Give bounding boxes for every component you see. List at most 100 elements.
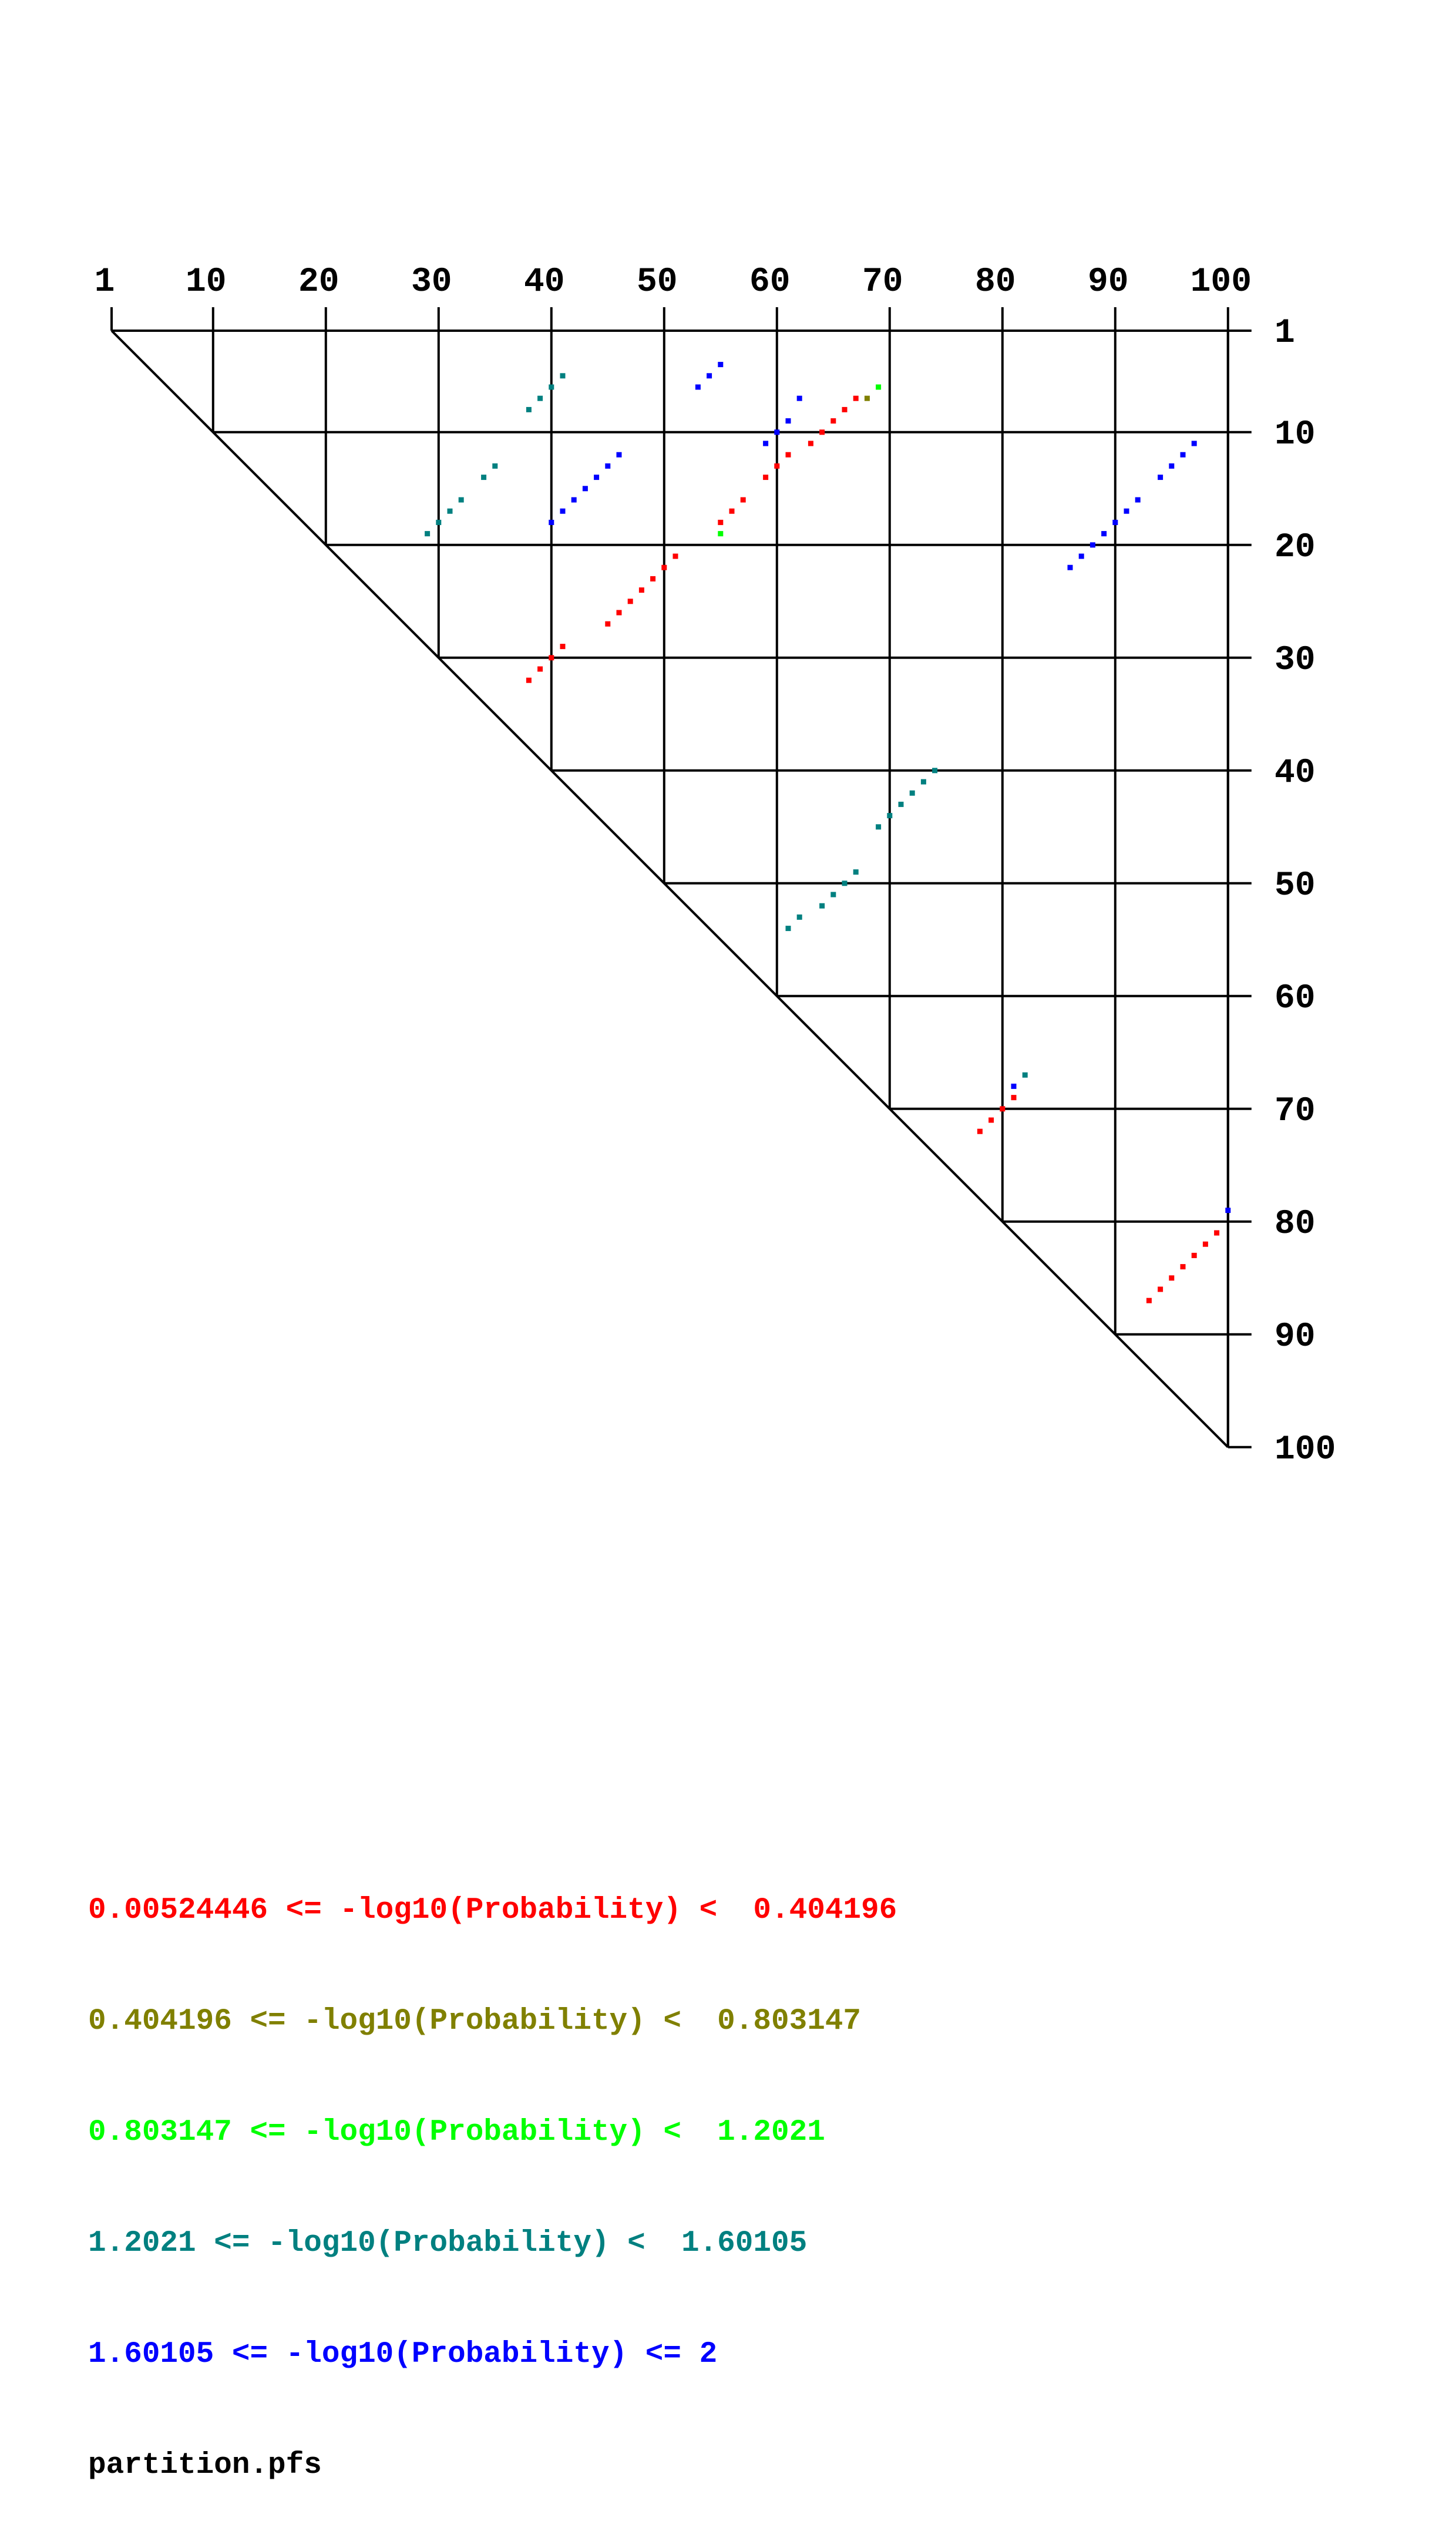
probability-dot <box>560 508 566 514</box>
probability-dot <box>1146 1298 1152 1303</box>
probability-dot <box>1169 1275 1175 1281</box>
probability-dot <box>549 655 554 661</box>
probability-dot <box>549 384 554 390</box>
probability-dot <box>582 486 588 492</box>
probability-dot <box>492 463 498 469</box>
probability-dot <box>1191 441 1197 446</box>
probability-dot <box>1067 564 1073 570</box>
probability-points <box>425 362 1231 1303</box>
probability-dot <box>830 418 836 424</box>
probability-dot <box>785 418 791 424</box>
right-tick-labels: 1 10 20 30 40 50 60 70 80 90 100 <box>1275 314 1336 1469</box>
probability-dot <box>718 531 724 537</box>
probability-dot <box>672 553 678 559</box>
probability-dot <box>1169 463 1175 469</box>
probability-dot <box>707 373 712 379</box>
probability-dot <box>1135 497 1141 503</box>
probability-dot <box>740 497 746 503</box>
probability-dot <box>718 519 724 525</box>
legend-entry-range-1: 0.00524446 <= -log10(Probability) < 0.40… <box>88 1894 897 1927</box>
top-tick-label: 50 <box>637 263 678 301</box>
probability-dot <box>605 463 611 469</box>
grid-lines <box>110 307 1252 1448</box>
right-tick-label: 50 <box>1275 867 1316 905</box>
probability-dot <box>932 768 938 774</box>
probability-dot <box>1000 1106 1006 1112</box>
probability-dot <box>661 564 667 570</box>
legend-entry-range-5: 1.60105 <= -log10(Probability) <= 2 <box>88 2338 718 2371</box>
top-tick-label: 40 <box>524 263 565 301</box>
probability-dot <box>864 395 870 401</box>
probability-dot <box>909 790 915 796</box>
probability-dot <box>763 475 769 480</box>
probability-dot <box>1158 475 1164 480</box>
probability-dot <box>1101 531 1107 537</box>
probability-dot <box>920 779 926 785</box>
probability-dot <box>616 610 622 616</box>
probability-dot <box>830 892 836 898</box>
right-tick-label: 90 <box>1275 1318 1316 1356</box>
probability-dot <box>977 1128 983 1134</box>
probability-dot <box>853 395 859 401</box>
probability-dot <box>616 452 622 458</box>
probability-dot <box>695 384 701 390</box>
probability-dot <box>1078 553 1084 559</box>
probability-dot <box>425 531 431 537</box>
probability-dot <box>1202 1241 1208 1247</box>
probability-dot <box>1214 1230 1220 1236</box>
right-tick-label: 20 <box>1275 529 1316 567</box>
probability-dot <box>1225 1208 1231 1214</box>
probability-dot <box>819 429 825 435</box>
probability-dot <box>436 519 442 525</box>
probability-dot <box>1180 1264 1186 1270</box>
probability-dot <box>808 441 813 446</box>
right-tick-label: 80 <box>1275 1205 1316 1243</box>
right-tick-label: 100 <box>1275 1431 1336 1469</box>
probability-dot <box>898 801 904 807</box>
probability-dot <box>785 926 791 932</box>
probability-dot <box>988 1117 994 1123</box>
top-tick-label: 30 <box>411 263 452 301</box>
probability-dot <box>1112 519 1118 525</box>
top-tick-label: 60 <box>749 263 791 301</box>
probability-dot <box>819 903 825 909</box>
top-tick-label: 80 <box>975 263 1016 301</box>
probability-dot <box>853 869 859 875</box>
probability-dot <box>729 508 735 514</box>
probability-dot <box>796 914 802 920</box>
probability-dot <box>526 406 532 412</box>
probability-dot <box>650 576 656 581</box>
right-tick-label: 70 <box>1275 1093 1316 1131</box>
probability-dot <box>842 406 848 412</box>
top-tick-label: 20 <box>298 263 339 301</box>
probability-dot <box>774 463 780 469</box>
top-tick-label: 90 <box>1088 263 1129 301</box>
probability-dot <box>1090 542 1095 548</box>
legend-entry-range-4: 1.2021 <= -log10(Probability) < 1.60105 <box>88 2227 808 2260</box>
probability-dot <box>763 441 769 446</box>
top-tick-label: 10 <box>186 263 227 301</box>
probability-dot <box>594 475 600 480</box>
legend-entry-range-2: 0.404196 <= -log10(Probability) < 0.8031… <box>88 2005 862 2038</box>
filename-label: partition.pfs <box>88 2449 322 2482</box>
right-tick-label: 40 <box>1275 754 1316 792</box>
probability-dot <box>1158 1286 1164 1292</box>
probability-dot <box>785 452 791 458</box>
dot-plot: 1 10 20 30 40 50 60 70 80 90 100 11020304050607080… <box>95 263 1336 1469</box>
right-tick-label: 30 <box>1275 641 1316 680</box>
probability-dot <box>876 824 882 830</box>
probability-dot <box>796 395 802 401</box>
probability-dot <box>842 880 848 886</box>
probability-dot <box>718 362 724 368</box>
legend-entry-range-3: 0.803147 <= -log10(Probability) < 1.2021 <box>88 2116 825 2149</box>
top-tick-label: 1 <box>95 263 115 301</box>
top-tick-label: 70 <box>862 263 903 301</box>
probability-dot <box>560 644 566 650</box>
right-tick-label: 1 <box>1275 314 1295 352</box>
right-tick-label: 60 <box>1275 980 1316 1018</box>
top-tick-label: 100 <box>1191 263 1252 301</box>
probability-dot <box>1011 1095 1017 1101</box>
probability-dot <box>605 621 611 627</box>
probability-dot <box>458 497 464 503</box>
legend: 0.00524446 <= -log10(Probability) < 0.40… <box>88 1818 897 2521</box>
